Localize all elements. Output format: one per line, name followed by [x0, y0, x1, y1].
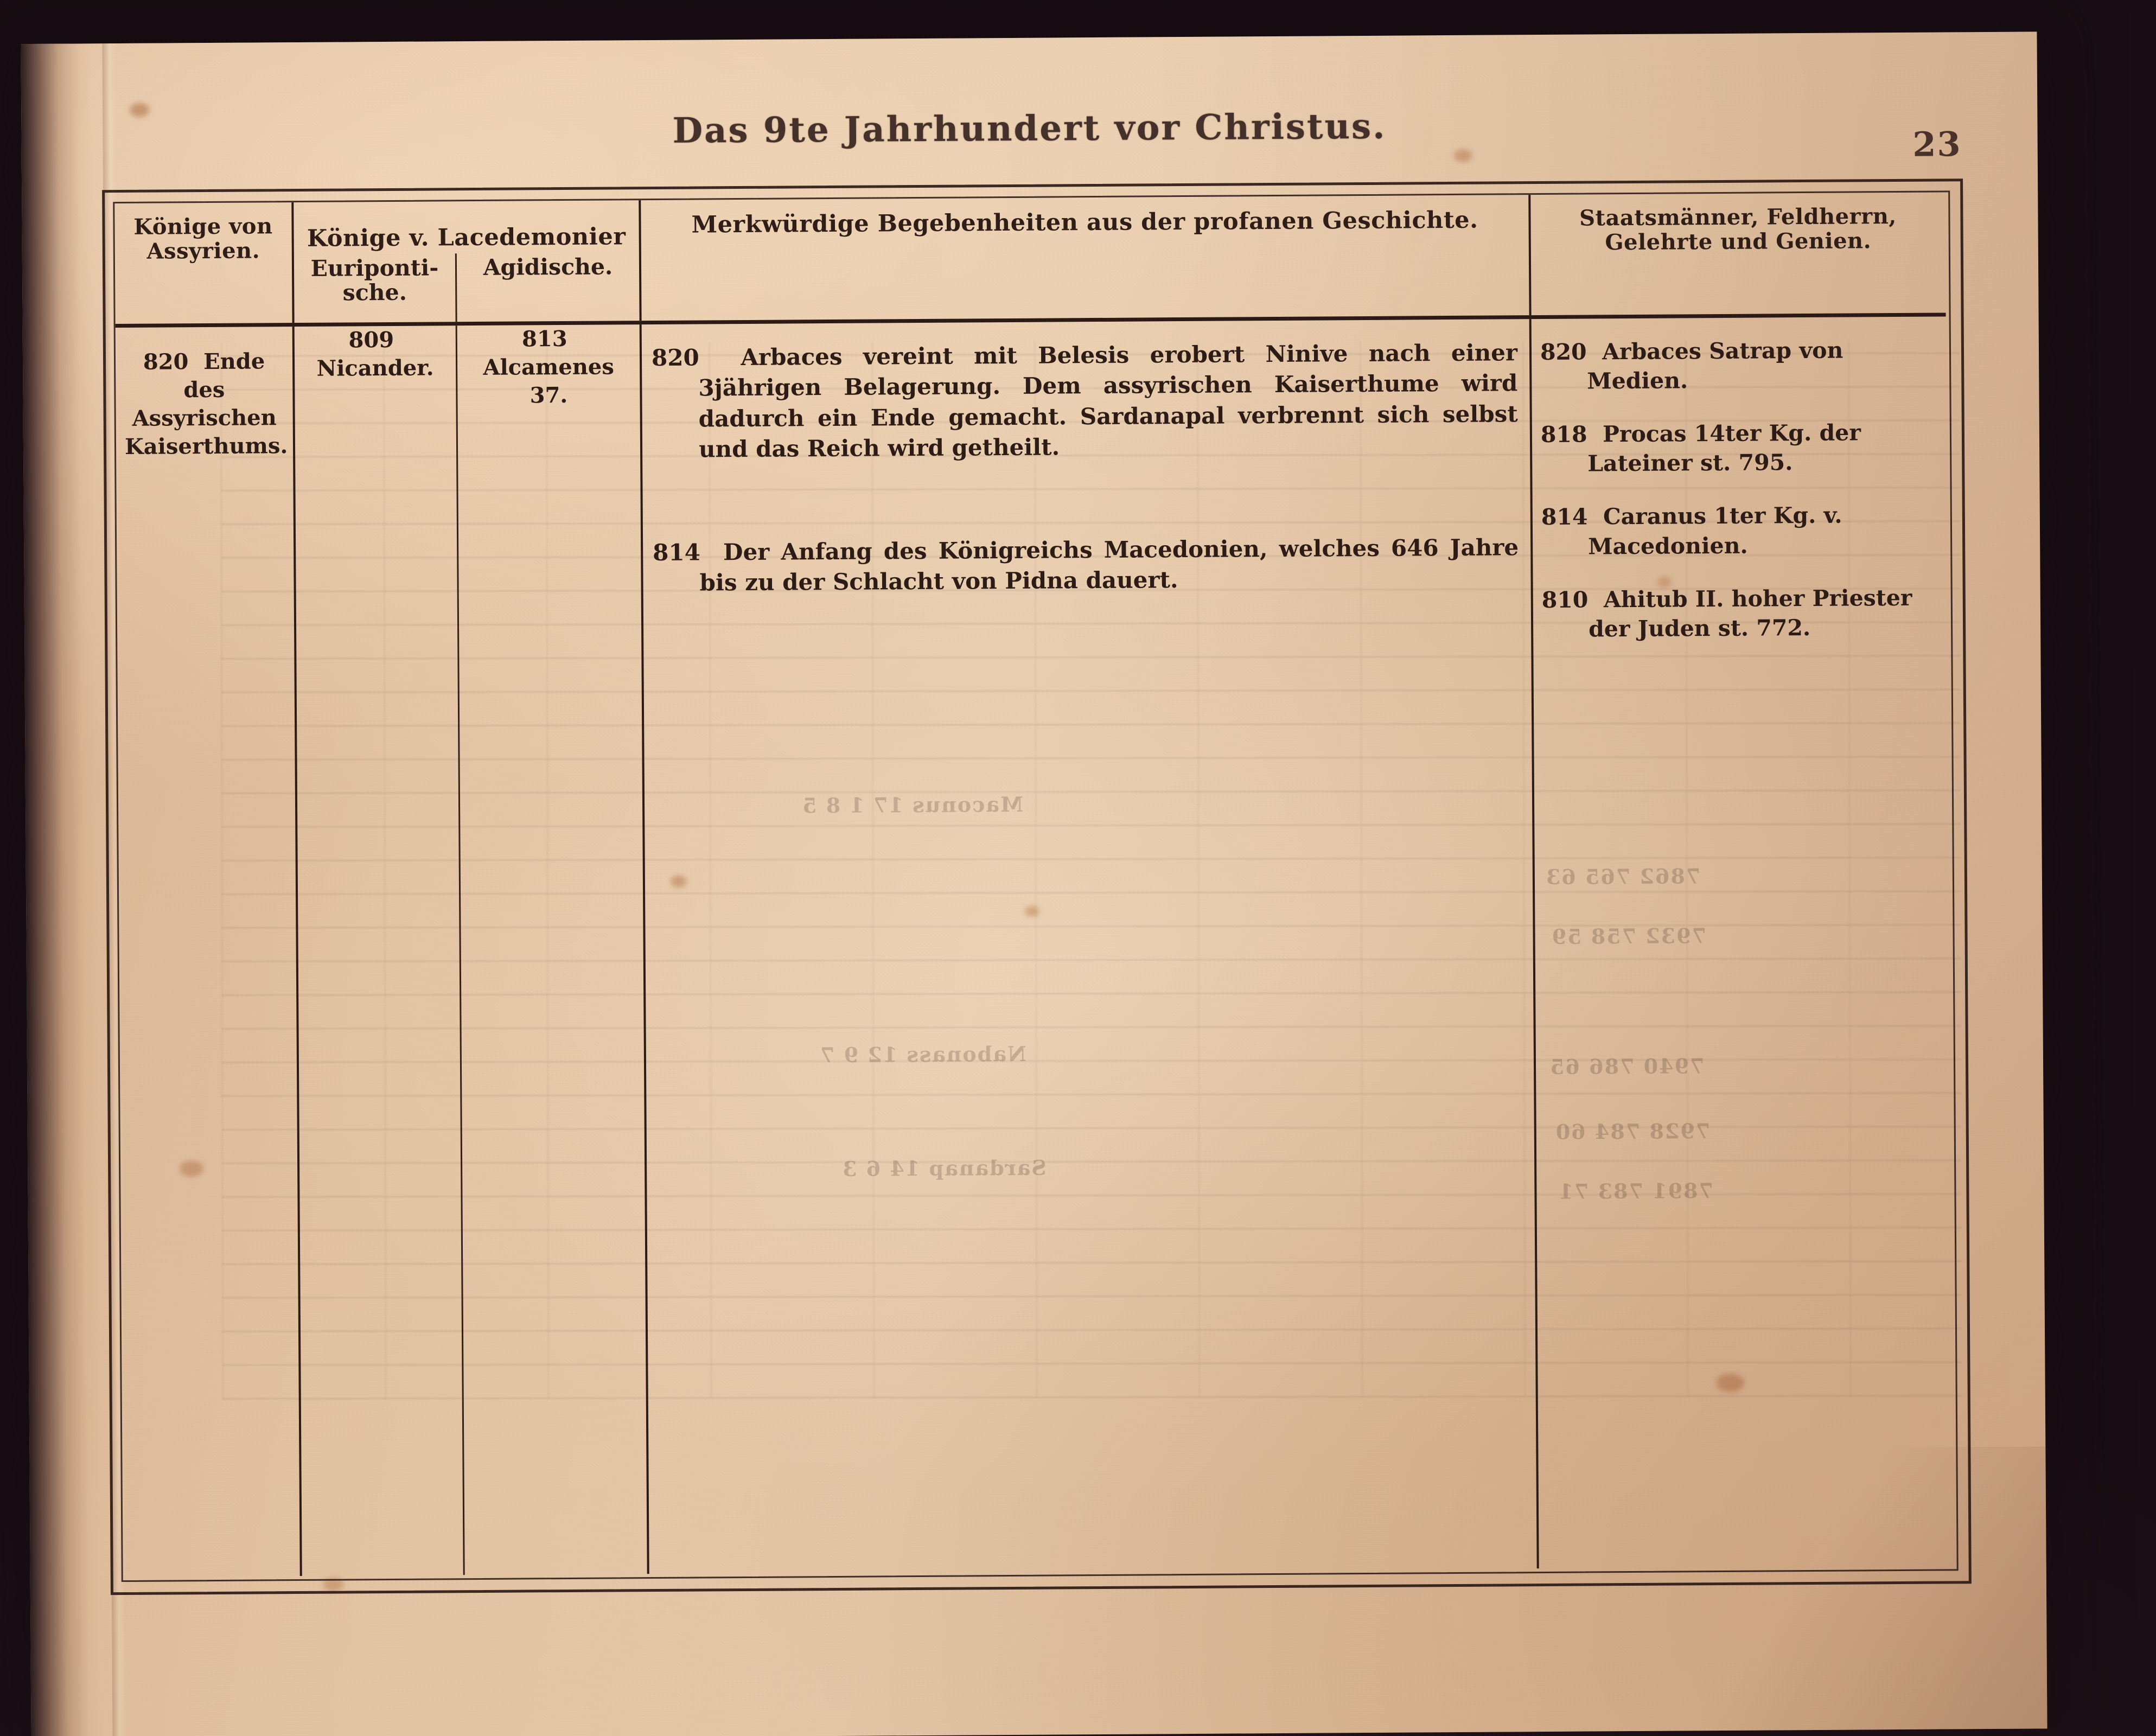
- table-entry: 814 Caranus 1ter Kg. v. Macedonien.: [1541, 500, 1940, 561]
- table-entry: 818 Procas 14ter Kg. der Lateiner st. 79…: [1541, 418, 1940, 479]
- table-entry: 809 Nicander.: [303, 326, 448, 383]
- entry-text: Ahitub II. hoher Priester der Juden st. …: [1588, 584, 1912, 642]
- entry-text: Procas 14ter Kg. der Lateiner st. 795.: [1587, 419, 1861, 477]
- entry-year: 820: [143, 349, 196, 375]
- column-header-lacedemonier-label: Könige v. Lacedemonier: [307, 223, 626, 252]
- entry-text: Nicander.: [316, 355, 434, 381]
- binding-gutter-shadow: [21, 43, 103, 1736]
- table-header-row: Könige von Assyrien. Könige v. Lacedemon…: [114, 192, 1946, 328]
- column-header-statesmen-label: Staatsmänner, Feldherrn, Gelehrte und Ge…: [1579, 203, 1897, 256]
- table-entry: 820 Arbaces vereint mit Belesis erobert …: [652, 337, 1518, 465]
- entry-year: 810: [1541, 586, 1596, 613]
- entry-year: 813: [521, 326, 575, 352]
- entry-year: 809: [348, 327, 402, 353]
- entry-text: Caranus 1ter Kg. v. Macedonien.: [1588, 502, 1842, 560]
- entry-text: Der Anfang des Königreichs Macedonien, w…: [699, 534, 1519, 596]
- column-header-euripontid-label: Euriponti-sche.: [294, 253, 457, 323]
- book-page: Das 9te Jahrhundert vor Christus. 23 Mac…: [21, 31, 2047, 1736]
- table-entry: 813 Alcamenes 37.: [466, 324, 632, 410]
- column-header-agid-label: Agidische.: [483, 253, 613, 280]
- chronology-table: Könige von Assyrien. Könige v. Lacedemon…: [114, 192, 1954, 1578]
- cell-agid: 813 Alcamenes 37.: [457, 324, 649, 1575]
- table-entry: 814 Der Anfang des Königreichs Macedonie…: [653, 483, 1519, 598]
- entry-text: Arbaces vereint mit Belesis erobert Nini…: [698, 339, 1518, 463]
- column-header-lacedemonier: Könige v. Lacedemonier Euriponti-sche. A…: [294, 200, 642, 323]
- column-header-assyria: Könige von Assyrien.: [114, 202, 295, 324]
- column-header-events: Merkwürdige Begebenheiten aus der profan…: [641, 195, 1532, 321]
- foxing-stain: [1453, 149, 1472, 162]
- entry-text: Arbaces Satrap von Medien.: [1587, 337, 1844, 394]
- running-head: Das 9te Jahrhundert vor Christus.: [672, 106, 1387, 151]
- page-number: 23: [1912, 124, 1962, 164]
- table-entry: 820 Arbaces Satrap von Medien.: [1540, 335, 1939, 397]
- column-header-events-label: Merkwürdige Begebenheiten aus der profan…: [691, 206, 1478, 239]
- entry-year: 814: [653, 539, 712, 566]
- euripontid-entry-list: 809 Nicander.: [295, 326, 456, 383]
- entry-text: Alcamenes 37.: [483, 354, 614, 409]
- cell-events: 820 Arbaces vereint mit Belesis erobert …: [641, 319, 1539, 1574]
- cell-statesmen: 820 Arbaces Satrap von Medien. 818 Proca…: [1532, 316, 1954, 1568]
- agid-entry-list: 813 Alcamenes 37.: [457, 324, 640, 410]
- entry-year: 818: [1540, 421, 1595, 448]
- table-entry: 810 Ahitub II. hoher Priester der Juden …: [1542, 583, 1941, 644]
- events-entry-list: 820 Arbaces vereint mit Belesis erobert …: [642, 319, 1531, 599]
- assyria-entry-list: 820 Ende des Assyrischen Kaiserthums.: [116, 327, 293, 461]
- entry-year: 814: [1541, 503, 1596, 531]
- cell-assyria: 820 Ende des Assyrischen Kaiserthums.: [115, 327, 302, 1578]
- column-header-statesmen: Staatsmänner, Feldherrn, Gelehrte und Ge…: [1530, 192, 1945, 315]
- table-body-row: 820 Ende des Assyrischen Kaiserthums. 80…: [115, 316, 1954, 1578]
- statesmen-entry-list: 820 Arbaces Satrap von Medien. 818 Proca…: [1532, 316, 1948, 644]
- cell-euripontid: 809 Nicander.: [294, 326, 465, 1576]
- entry-year: 820: [651, 344, 720, 372]
- entry-year: 820: [1540, 339, 1594, 366]
- column-header-assyria-label: Könige von Assyrien.: [133, 213, 273, 264]
- table-entry: 820 Ende des Assyrischen Kaiserthums.: [124, 347, 288, 461]
